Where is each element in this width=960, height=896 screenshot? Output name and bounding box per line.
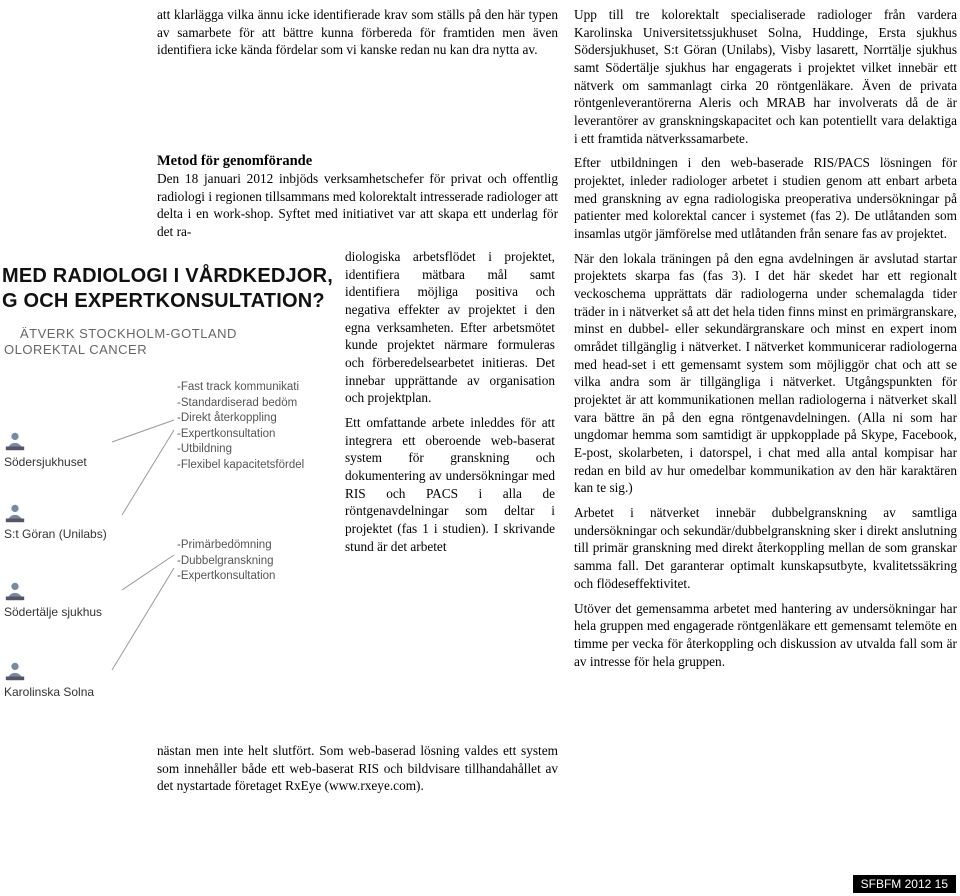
right-p2: Efter utbildningen i den web-baserade RI…	[574, 154, 957, 242]
left-bottom-text: nästan men inte helt slutfört. Som web-b…	[157, 742, 558, 795]
person-icon	[4, 502, 26, 524]
wrap-column: diologiska arbetsflödet i projektet, ide…	[345, 248, 555, 562]
network-diagram: ÄTVERK STOCKHOLM-GOTLAND OLOREKTAL CANCE…	[2, 320, 337, 690]
diagram-title-1: ÄTVERK STOCKHOLM-GOTLAND	[20, 326, 237, 341]
person-icon	[4, 580, 26, 602]
hospital-sodertalje: Södertälje sjukhus	[4, 580, 102, 619]
method-body: Den 18 januari 2012 inbjöds verksamhetsc…	[157, 170, 558, 241]
wrap-p1: diologiska arbetsflödet i projektet, ide…	[345, 248, 555, 407]
bullet: -Dubbelgranskning	[177, 554, 275, 570]
right-p4: Arbetet i nätverket innebär dubbelgransk…	[574, 504, 957, 592]
wrap-p2: Ett omfattande arbete inleddes för att i…	[345, 414, 555, 555]
sidebar-heading-line1: MED RADIOLOGI I VÅRDKEDJOR,	[2, 264, 340, 289]
intro-paragraph: att klarlägga vilka ännu icke identifier…	[157, 6, 558, 66]
diagram-title-2: OLOREKTAL CANCER	[4, 342, 147, 357]
method-body-wrap: Den 18 januari 2012 inbjöds verksamhetsc…	[157, 170, 558, 248]
hospital-sodersjukhuset: Södersjukhuset	[4, 430, 87, 469]
hospital-label: Karolinska Solna	[4, 685, 94, 699]
hospital-karolinska: Karolinska Solna	[4, 660, 94, 699]
method-heading: Metod för genomförande	[157, 152, 558, 172]
bullet: -Expertkonsultation	[177, 427, 304, 443]
person-icon	[4, 660, 26, 682]
bullet: -Standardiserad bedöm	[177, 396, 304, 412]
right-p1: Upp till tre kolorektalt specialiserade …	[574, 6, 957, 147]
left-bottom-paragraph: nästan men inte helt slutfört. Som web-b…	[157, 742, 558, 802]
right-column: Upp till tre kolorektalt specialiserade …	[574, 6, 957, 677]
hospital-stgoran: S:t Göran (Unilabs)	[4, 502, 107, 541]
bullet: -Expertkonsultation	[177, 569, 275, 585]
bullets-mid: -Primärbedömning -Dubbelgranskning -Expe…	[177, 538, 275, 585]
bullet: -Flexibel kapacitetsfördel	[177, 458, 304, 474]
hospital-label: Södersjukhuset	[4, 455, 87, 469]
bullet: -Fast track kommunikati	[177, 380, 304, 396]
bullets-top: -Fast track kommunikati -Standardiserad …	[177, 380, 304, 473]
hospital-label: S:t Göran (Unilabs)	[4, 527, 107, 541]
bullet: -Utbildning	[177, 442, 304, 458]
hospital-label: Södertälje sjukhus	[4, 605, 102, 619]
right-p3: När den lokala träningen på den egna avd…	[574, 250, 957, 497]
intro-text: att klarlägga vilka ännu icke identifier…	[157, 6, 558, 59]
bullet: -Primärbedömning	[177, 538, 275, 554]
bullet: -Direkt återkoppling	[177, 411, 304, 427]
person-icon	[4, 430, 26, 452]
sidebar-heading-line2: G OCH EXPERTKONSULTATION?	[2, 289, 340, 314]
sidebar-heading: MED RADIOLOGI I VÅRDKEDJOR, G OCH EXPERT…	[2, 264, 340, 314]
page-footer: SFBFM 2012 15	[853, 875, 956, 893]
page: att klarlägga vilka ännu icke identifier…	[0, 0, 960, 896]
right-p5: Utöver det gemensamma arbetet med hanter…	[574, 600, 957, 671]
